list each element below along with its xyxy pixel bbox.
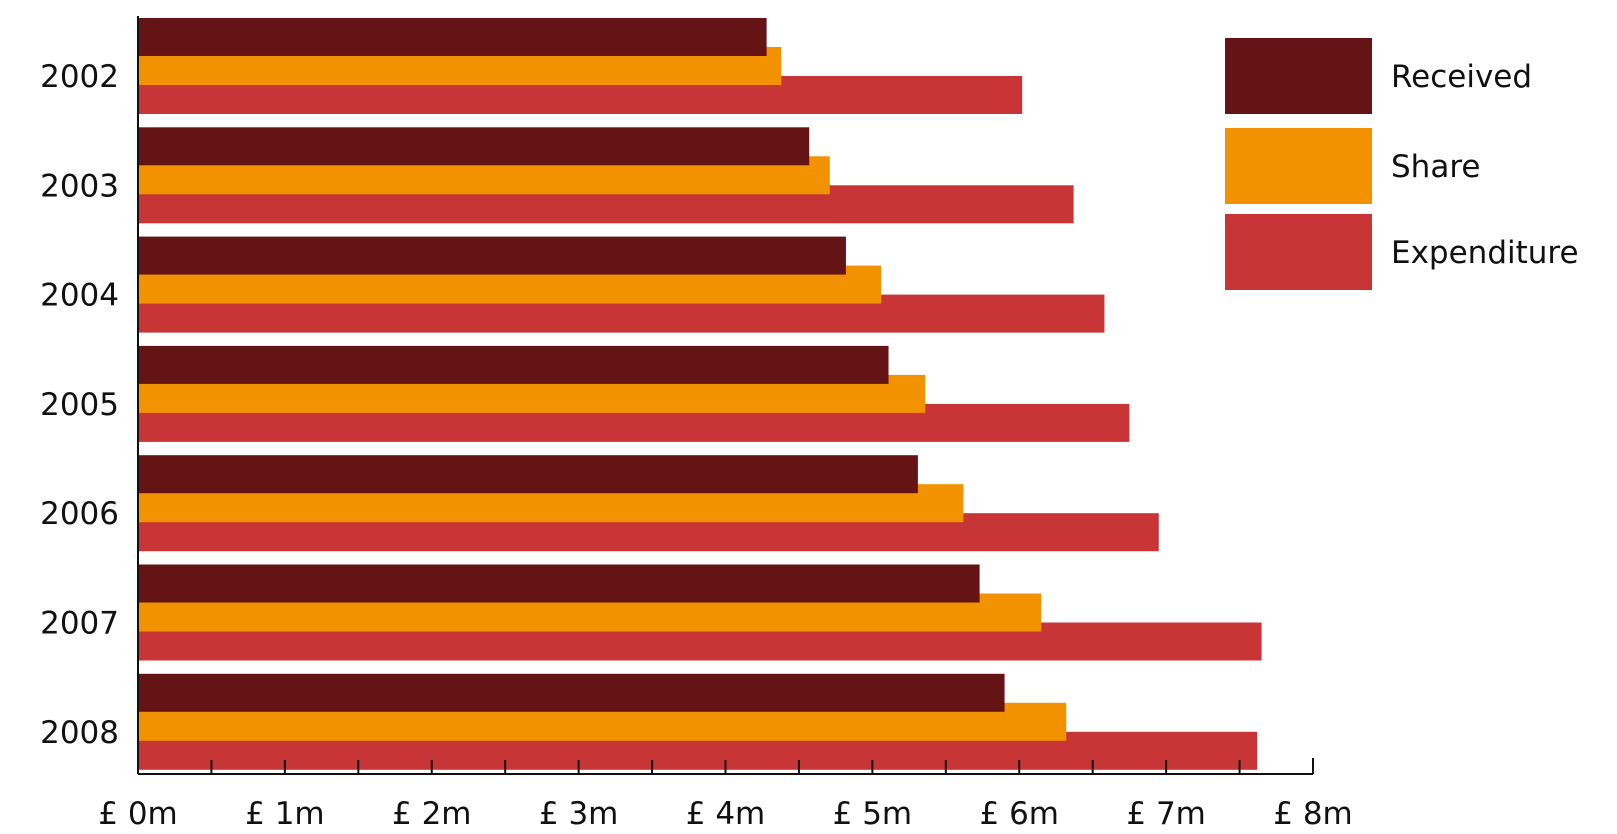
bar-received-2006: [138, 455, 918, 494]
x-tick-label: £ 8m: [1273, 796, 1353, 832]
legend-label-received: Received: [1391, 59, 1532, 95]
category-label-2003: 2003: [40, 168, 119, 204]
x-tick-label: £ 4m: [686, 796, 766, 832]
x-tick-label: £ 7m: [1126, 796, 1206, 832]
x-tick-label: £ 2m: [392, 796, 472, 832]
legend-swatch-received: [1225, 38, 1372, 114]
bars-group: [138, 18, 1262, 770]
bar-received-2007: [138, 564, 980, 603]
bar-received-2003: [138, 127, 810, 166]
bar-received-2005: [138, 345, 889, 384]
x-tick-label: £ 1m: [245, 796, 325, 832]
x-tick-label: £ 5m: [833, 796, 913, 832]
x-tick-label: £ 0m: [98, 796, 178, 832]
category-label-2006: 2006: [40, 496, 119, 532]
legend-label-expenditure: Expenditure: [1391, 235, 1579, 271]
bar-received-2002: [138, 18, 767, 56]
bar-received-2008: [138, 673, 1005, 712]
legend-swatch-share: [1225, 128, 1372, 204]
legend-swatch-expenditure: [1225, 214, 1372, 290]
legend: Received Share Expenditure: [1225, 38, 1579, 290]
x-tick-label: £ 3m: [539, 796, 619, 832]
category-label-2004: 2004: [40, 278, 119, 314]
category-label-2005: 2005: [40, 387, 119, 423]
category-label-2007: 2007: [40, 606, 119, 642]
x-ticks-group: £ 0m £ 1m £ 2m £ 3m £ 4m £ 5m £ 6m £ 7m £ 8m: [98, 758, 1353, 832]
legend-label-share: Share: [1391, 149, 1480, 185]
x-tick-label: £ 6m: [980, 796, 1060, 832]
category-labels-group: 2002 2003 2004 2005 2006 2007 2008: [40, 59, 119, 751]
bar-received-2004: [138, 236, 846, 275]
category-label-2008: 2008: [40, 715, 119, 751]
category-label-2002: 2002: [40, 59, 119, 95]
